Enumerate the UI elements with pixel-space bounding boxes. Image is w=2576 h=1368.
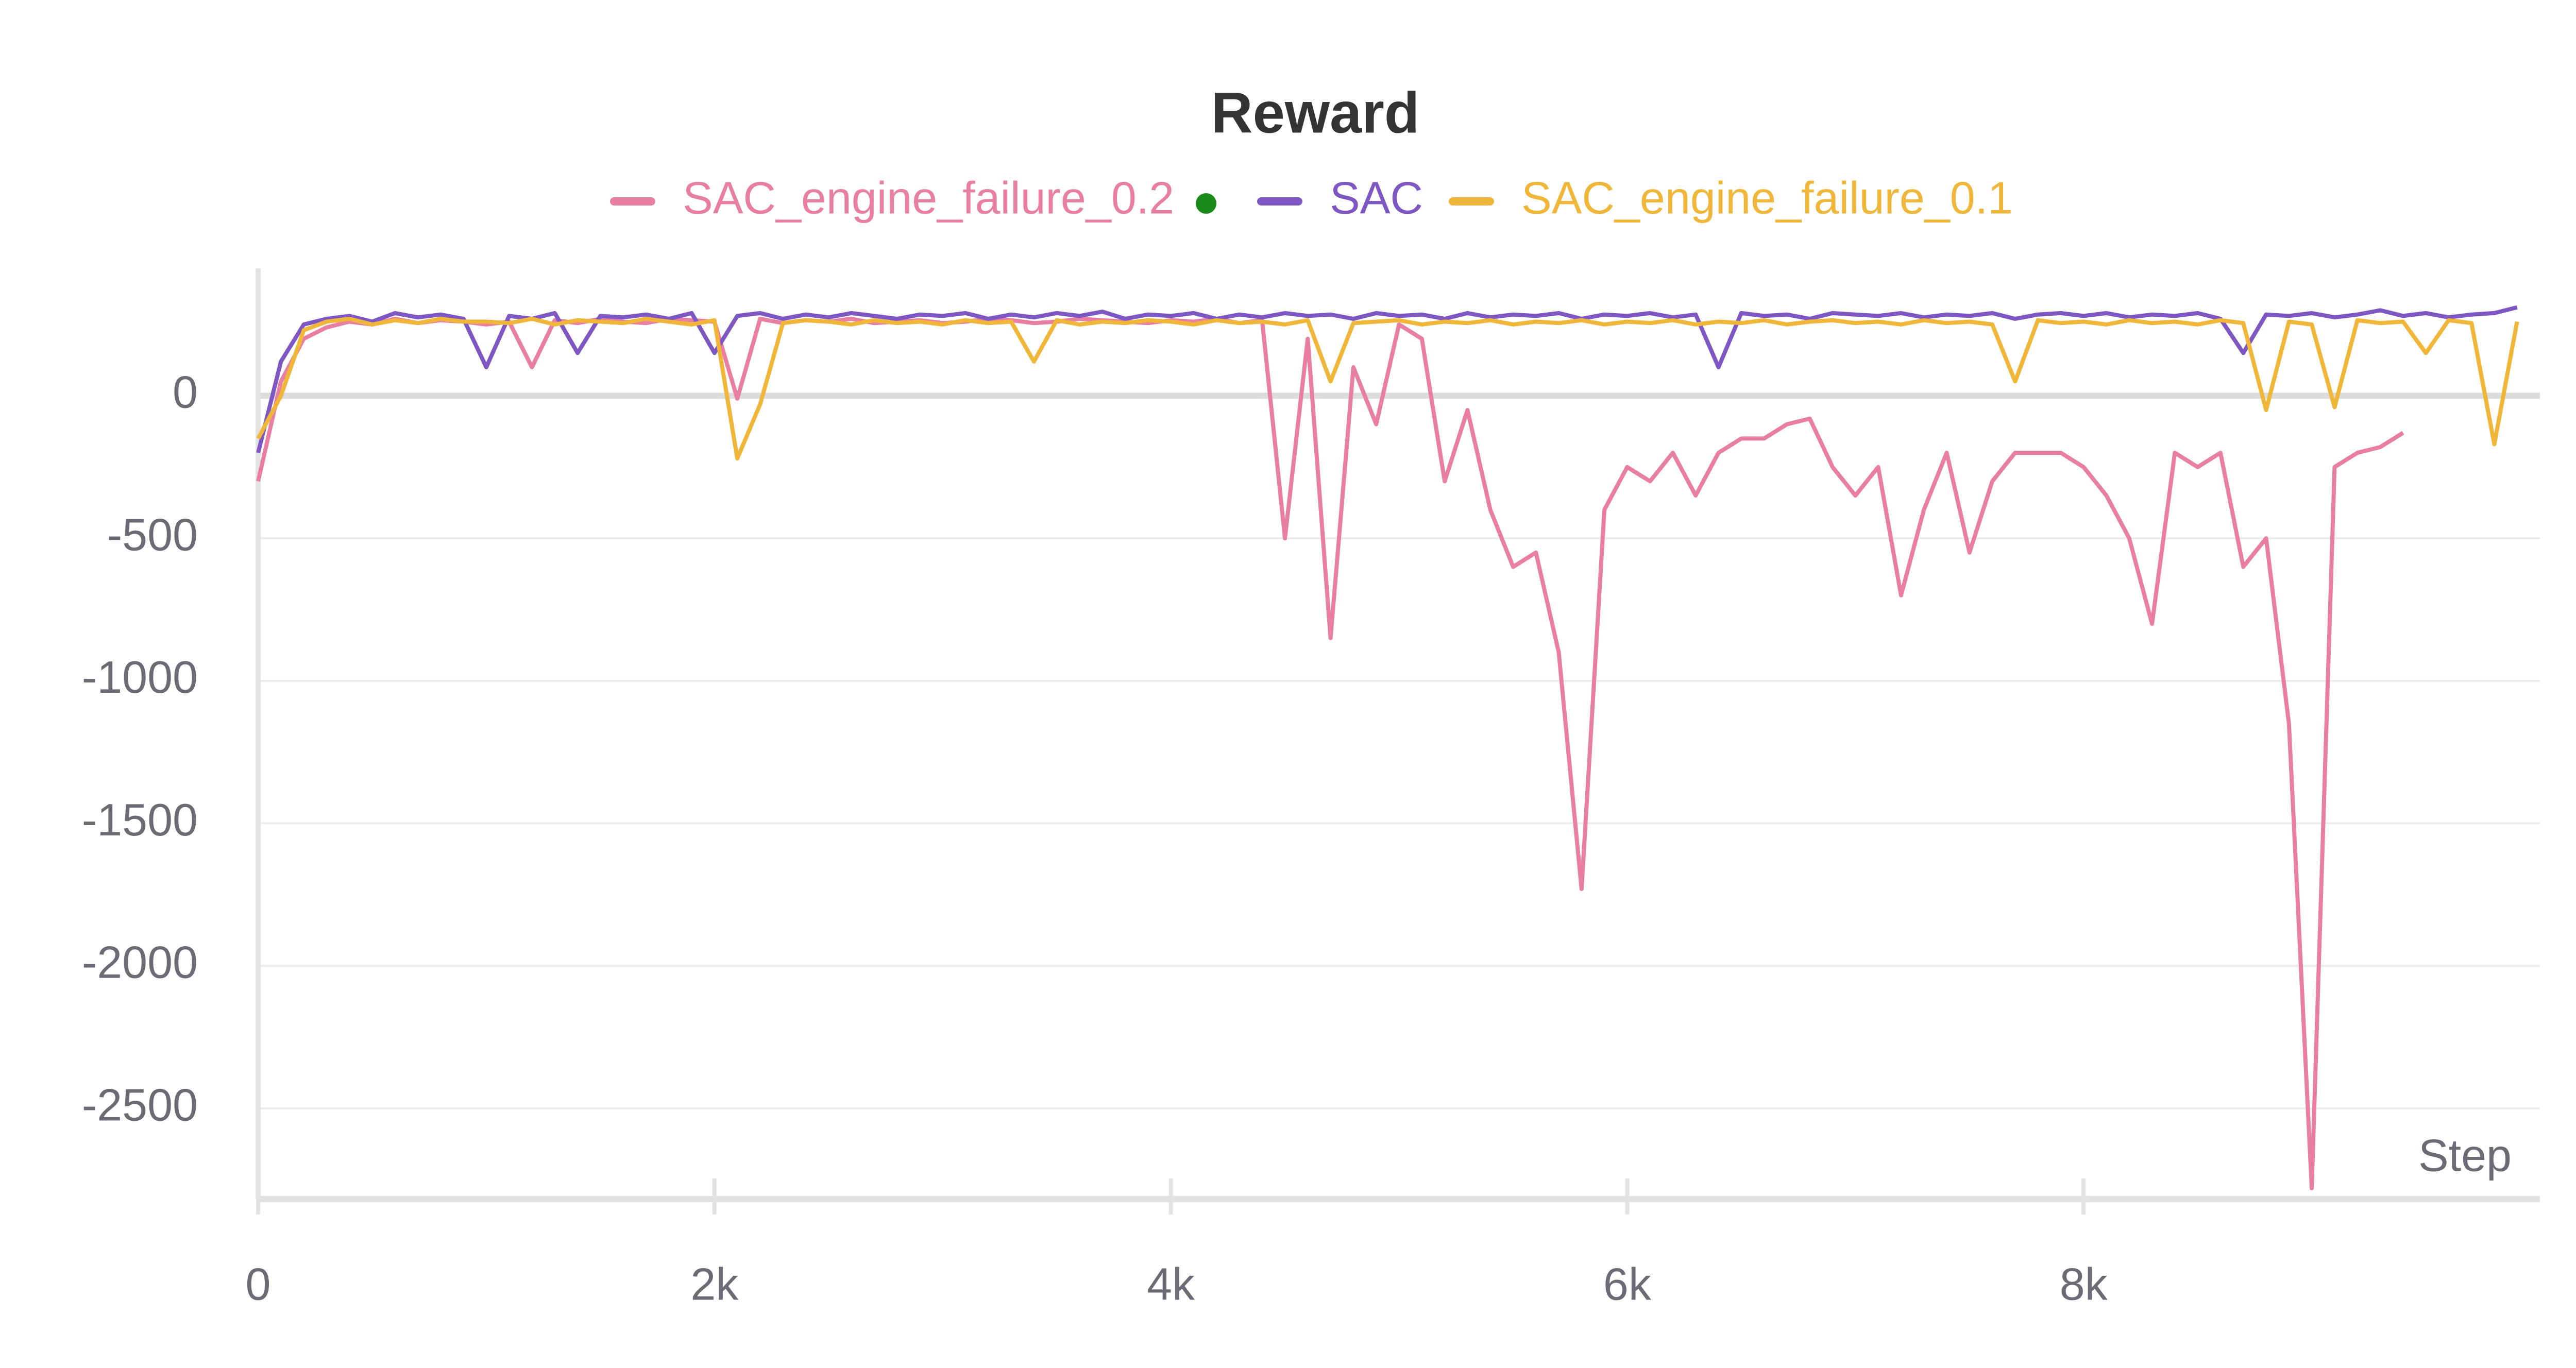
y-tick-label: -2500 — [82, 1079, 198, 1130]
x-axis-label: Step — [2418, 1130, 2512, 1181]
x-tick-label: 6k — [1603, 1258, 1652, 1309]
y-tick-label: 0 — [173, 367, 198, 418]
x-tick-label: 4k — [1147, 1258, 1195, 1309]
series-line — [256, 317, 2519, 461]
x-tick-label: 8k — [2060, 1258, 2108, 1309]
series-line — [256, 305, 2518, 454]
y-tick-label: -500 — [107, 509, 198, 560]
y-tick-label: -1500 — [82, 794, 198, 845]
legend-label: SAC_engine_failure_0.1 — [1521, 172, 2013, 223]
y-tick-label: -2000 — [82, 937, 198, 988]
y-tick-label: -1000 — [82, 652, 198, 703]
x-tick-label: 0 — [246, 1258, 271, 1309]
legend-label: SAC — [1330, 172, 1423, 223]
legend-label: SAC_engine_failure_0.2 — [683, 172, 1174, 223]
series-line — [256, 317, 2404, 1190]
legend-dot — [1196, 193, 1216, 214]
chart-title: Reward — [1211, 81, 1420, 145]
x-tick-label: 2k — [690, 1258, 739, 1309]
